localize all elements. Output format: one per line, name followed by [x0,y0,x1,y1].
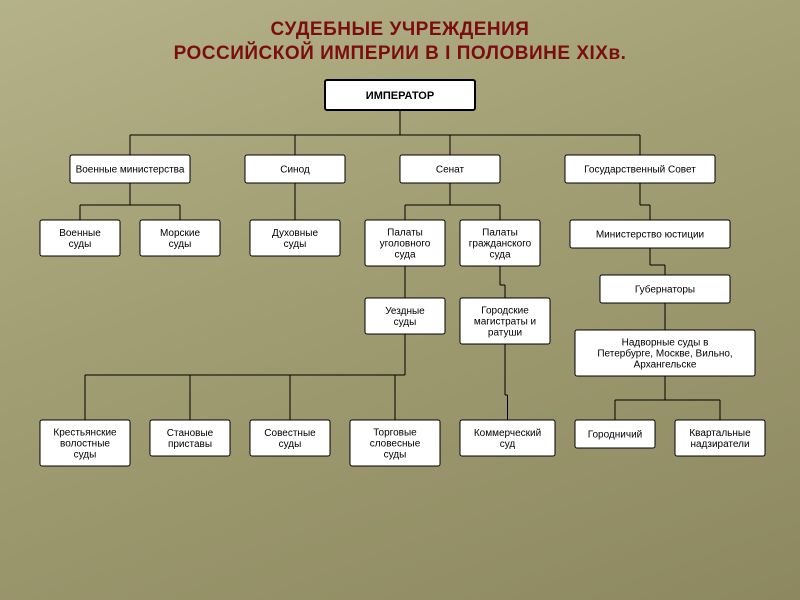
node-label: волостные [60,439,110,450]
node-label: Петербурге, Москве, Вильно, [597,348,732,360]
node-gorodnich: Городничий [575,420,655,448]
node-governors: Губернаторы [600,275,730,303]
node-label: словесные [370,439,421,450]
node-label: суды [384,450,407,461]
node-label: Морские [160,228,201,239]
node-emperor: ИМПЕРАТОР [325,80,475,110]
node-label: Государственный Совет [584,165,696,176]
node-label: суды [394,317,417,328]
node-label: Городничий [588,430,643,441]
node-milcourt: Военныесуды [40,220,120,256]
node-label: Совестные [264,428,316,439]
node-label: ратуши [488,328,522,339]
node-civil: Палатыгражданскогосуда [460,220,540,266]
node-label: Архангельске [634,360,697,371]
title-line-2: РОССИЙСКОЙ ИМПЕРИИ В I ПОЛОВИНЕ XIXв. [174,43,627,64]
node-spirit: Духовныесуды [250,220,340,256]
node-label: Губернаторы [635,284,695,296]
node-label: суд [500,439,516,450]
node-criminal: Палатыуголовногосуда [365,220,445,266]
node-label: суды [69,239,92,250]
node-label: Торговые [373,428,417,439]
node-label: ИМПЕРАТОР [366,90,434,102]
node-label: Военные министерства [76,165,185,176]
node-label: приставы [168,439,212,450]
node-label: суды [169,239,192,250]
node-label: Военные [59,228,101,239]
node-label: суды [74,450,97,461]
node-label: Синод [280,165,310,176]
node-label: Крестьянские [53,428,117,439]
node-nadvor: Надворные суды вПетербурге, Москве, Виль… [575,330,755,376]
node-label: суда [489,250,511,261]
node-label: суды [284,239,307,250]
node-navy: Морскиесуды [140,220,220,256]
node-senate: Сенат [400,155,500,183]
node-label: Становые [167,428,214,439]
node-uezd: Уездныесуды [365,298,445,334]
node-magistr: Городскиемагистраты иратуши [460,298,550,344]
node-stan: Становыеприставы [150,420,230,456]
node-label: Уездные [385,306,425,317]
node-label: Коммерческий [474,428,541,439]
node-sovest: Совестныесуды [250,420,330,456]
node-label: Министерство юстиции [596,230,704,241]
page-title: СУДЕБНЫЕ УЧРЕЖДЕНИЯ РОССИЙСКОЙ ИМПЕРИИ В… [0,0,800,70]
node-label: суды [279,439,302,450]
node-label: магистраты и [474,317,536,328]
node-label: уголовного [380,239,431,250]
node-label: Квартальные [689,428,751,439]
node-label: Сенат [436,165,465,176]
node-label: суда [394,250,416,261]
org-chart: ИМПЕРАТОР Военные министерства Синод Сенат Г… [0,70,800,600]
title-line-1: СУДЕБНЫЕ УЧРЕЖДЕНИЯ [271,19,530,40]
node-label: Палаты [387,228,423,239]
node-commerce: Коммерческийсуд [460,420,555,456]
node-minjust: Министерство юстиции [570,220,730,248]
node-label: Духовные [272,228,318,239]
node-military: Военные министерства [70,155,190,183]
node-peasant: Крестьянскиеволостныесуды [40,420,130,466]
node-label: гражданского [469,239,532,250]
node-goscouncil: Государственный Совет [565,155,715,183]
node-synod: Синод [245,155,345,183]
node-label: Палаты [482,228,518,239]
node-trade: Торговыесловесныесуды [350,420,440,466]
node-kvartal: Квартальныенадзиратели [675,420,765,456]
node-label: Надворные суды в [622,338,709,349]
node-label: Городские [481,306,529,317]
node-label: надзиратели [690,439,749,450]
